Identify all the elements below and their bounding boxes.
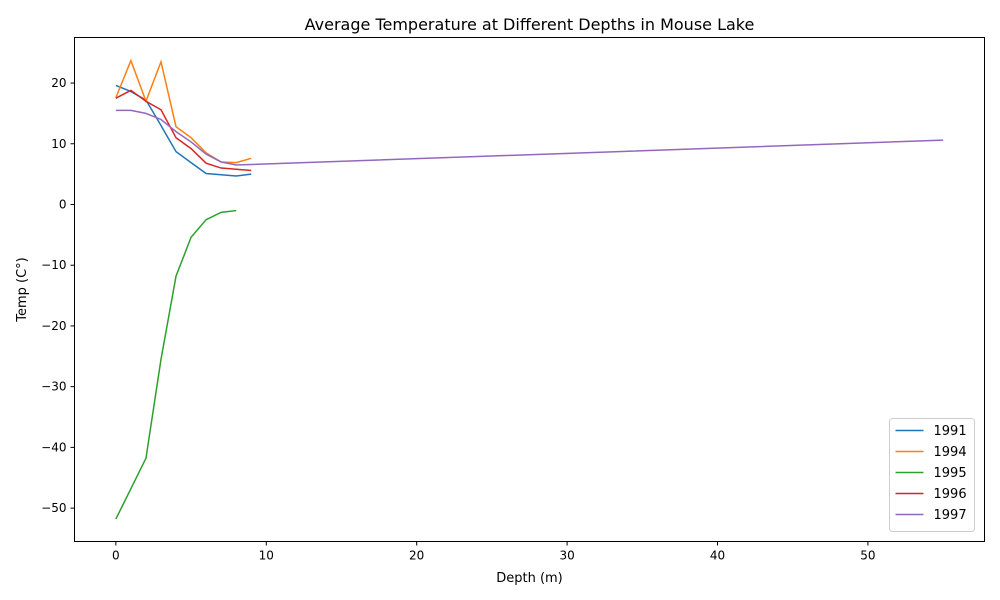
x-tick-label: 30 — [559, 549, 574, 563]
series-line-1995 — [115, 209, 237, 520]
legend-label-1995: 1995 — [934, 466, 967, 481]
y-tick-label: −30 — [41, 380, 66, 394]
x-tick-label: 40 — [710, 549, 725, 563]
series-line-1996 — [115, 89, 252, 172]
series-line-1997 — [115, 109, 944, 166]
y-tick-label: −40 — [41, 440, 66, 454]
x-tick-label: 50 — [860, 549, 875, 563]
x-tick-label: 10 — [259, 549, 274, 563]
legend-label-1997: 1997 — [934, 508, 967, 523]
y-tick-label: 10 — [51, 137, 66, 151]
y-tick-label: −50 — [41, 501, 66, 515]
y-tick-label: 20 — [51, 76, 66, 90]
chart-title: Average Temperature at Different Depths … — [305, 15, 755, 34]
y-tick-label: −20 — [41, 319, 66, 333]
x-tick-label: 20 — [409, 549, 424, 563]
plot-area — [115, 58, 944, 520]
plot-frame — [74, 37, 985, 542]
y-axis-label: Temp (C°) — [15, 257, 30, 323]
y-tick-label: 0 — [59, 197, 67, 211]
legend-label-1994: 1994 — [934, 445, 967, 460]
legend-box — [889, 418, 975, 532]
x-axis: 0 10 20 30 40 50 — [112, 541, 876, 563]
legend-label-1996: 1996 — [934, 487, 967, 502]
series-line-1994 — [115, 58, 252, 164]
y-axis: −50 −40 −30 −20 −10 0 10 20 — [41, 76, 75, 515]
x-tick-label: 0 — [112, 549, 120, 563]
legend-label-1991: 1991 — [934, 424, 967, 439]
y-tick-label: −10 — [41, 258, 66, 272]
x-axis-label: Depth (m) — [496, 571, 563, 586]
legend: 1991 1994 1995 1996 1997 — [889, 418, 975, 532]
